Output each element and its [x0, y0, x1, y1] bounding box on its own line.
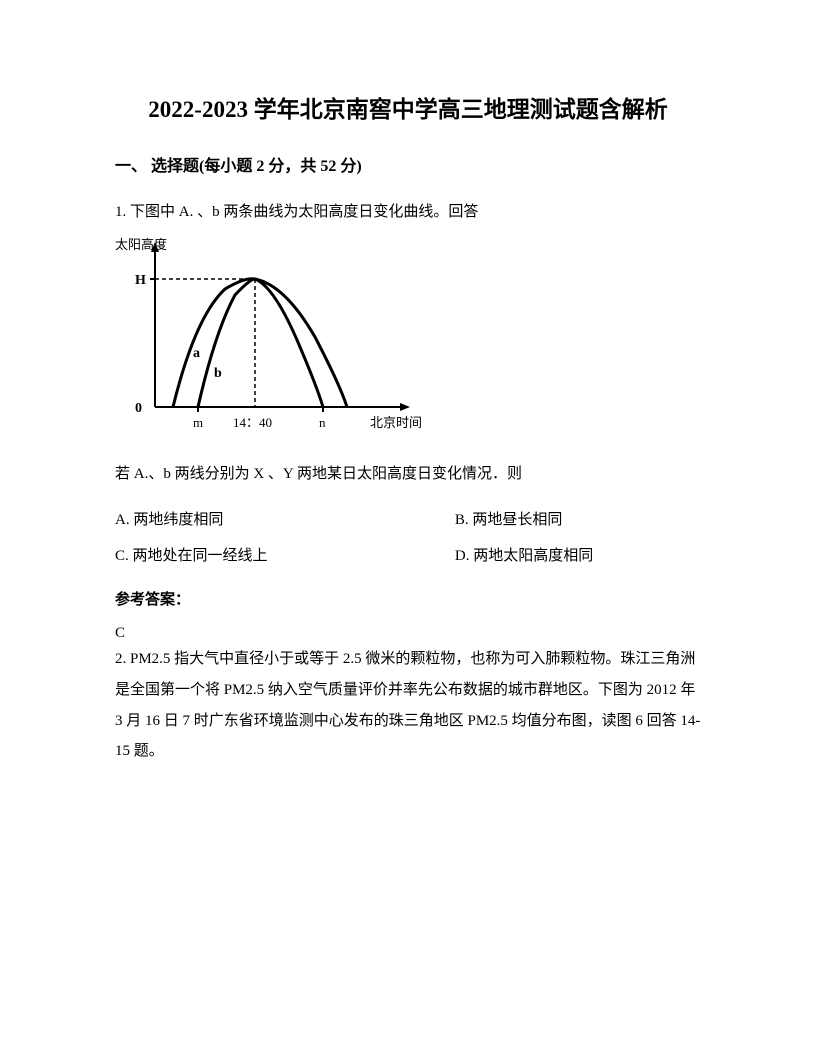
q1-stem: 若 A.、b 两线分别为 X 、Y 两地某日太阳高度日变化情况．则: [115, 460, 701, 489]
x-tick-m: m: [193, 415, 203, 430]
q1-options: A. 两地纬度相同 B. 两地昼长相同 C. 两地处在同一经线上 D. 两地太阳…: [115, 502, 701, 574]
q1-diagram: 太阳高度 H 0 a b: [115, 237, 701, 442]
answer-label: 参考答案：: [115, 588, 701, 609]
curve-a-label: a: [193, 346, 200, 361]
curve-b-label: b: [214, 366, 222, 381]
origin-label: 0: [135, 401, 142, 416]
q2-text: 2. PM2.5 指大气中直径小于或等于 2.5 微米的颗粒物，也称为可入肺颗粒…: [115, 651, 700, 759]
page-title: 2022-2023 学年北京南窖中学高三地理测试题含解析: [115, 90, 701, 124]
q1-answer: C: [115, 625, 125, 641]
option-b: B. 两地昼长相同: [455, 502, 701, 538]
q1-intro: 1. 下图中 A. 、b 两条曲线为太阳高度日变化曲线。回答: [115, 198, 701, 227]
option-d: D. 两地太阳高度相同: [455, 538, 701, 574]
x-tick-n: n: [319, 415, 326, 430]
option-c: C. 两地处在同一经线上: [115, 538, 455, 574]
x-axis-label: 北京时间: [370, 415, 422, 430]
section-heading: 一、 选择题(每小题 2 分，共 52 分): [115, 152, 701, 176]
h-label: H: [135, 273, 146, 288]
x-tick-time: 14：40: [233, 415, 272, 430]
curve-a: [173, 278, 347, 406]
option-a: A. 两地纬度相同: [115, 502, 455, 538]
y-axis-label: 太阳高度: [115, 237, 167, 252]
